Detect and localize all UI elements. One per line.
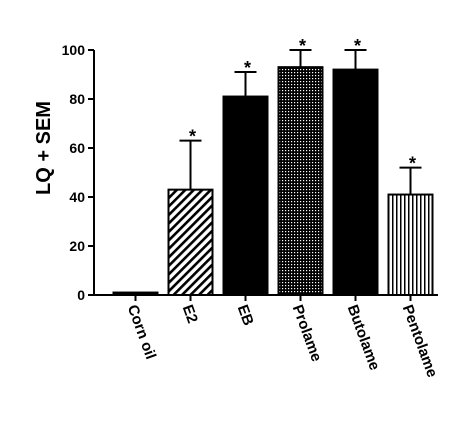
significance-marker: * bbox=[244, 58, 251, 78]
x-category-label: Pentolame bbox=[399, 303, 441, 380]
y-tick-label: 60 bbox=[69, 140, 85, 156]
y-tick-label: 80 bbox=[69, 91, 85, 107]
x-axis: Corn oil E2 EB Prolame Butolame Pentolame bbox=[94, 294, 441, 380]
y-axis-title: LQ + SEM bbox=[33, 101, 55, 195]
y-tick-label: 20 bbox=[69, 238, 85, 254]
x-category-label: Butolame bbox=[344, 303, 383, 373]
bar-eb bbox=[222, 95, 269, 296]
significance-marker: * bbox=[299, 36, 306, 56]
y-tick-label: 40 bbox=[69, 189, 85, 205]
bar-pentolame bbox=[387, 193, 434, 296]
y-tick-label: 0 bbox=[77, 287, 85, 303]
bar-butolame bbox=[332, 68, 379, 296]
x-category-label: Prolame bbox=[289, 303, 325, 364]
y-axis: 0 20 40 60 80 100 bbox=[62, 42, 95, 303]
y-tick-label: 100 bbox=[62, 42, 86, 58]
bar-corn-oil bbox=[112, 291, 159, 296]
bar-prolame bbox=[277, 66, 324, 297]
significance-marker: * bbox=[189, 127, 196, 147]
x-category-label: EB bbox=[234, 303, 257, 329]
bars: * * * * * bbox=[112, 36, 434, 297]
significance-marker: * bbox=[354, 36, 361, 56]
bar-e2 bbox=[167, 188, 214, 296]
significance-marker: * bbox=[409, 154, 416, 174]
x-category-label: E2 bbox=[179, 303, 201, 326]
x-category-label: Corn oil bbox=[124, 303, 159, 362]
